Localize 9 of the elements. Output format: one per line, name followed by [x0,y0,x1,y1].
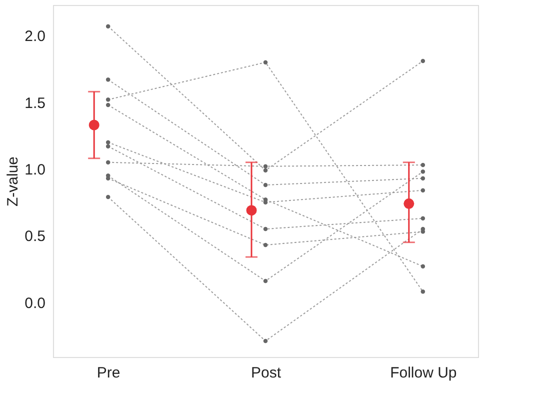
y-tick-label: 1.5 [24,94,46,112]
y-tick-label: 0.0 [24,294,46,312]
x-tick-label: Post [250,364,282,382]
y-tick-label: 2.0 [24,28,46,46]
y-axis-title: Z-value [4,156,22,207]
x-tick-label: Pre [96,364,120,382]
x-tick-label: Follow Up [390,364,457,382]
y-tick-label: 0.5 [24,228,46,246]
y-tick-label: 1.0 [24,162,46,178]
